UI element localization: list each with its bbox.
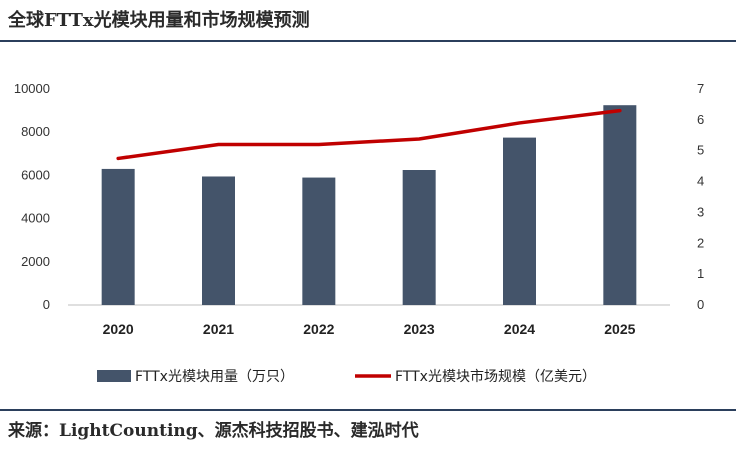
bottom-divider	[0, 409, 736, 411]
legend-swatch-bar	[97, 370, 131, 382]
line-point	[619, 110, 621, 112]
series-line	[116, 108, 622, 161]
bar	[202, 176, 235, 305]
y-right-tick-label: 7	[697, 81, 704, 96]
y-right-tick-label: 6	[697, 112, 704, 127]
x-tick-label: 2024	[504, 321, 535, 337]
top-divider	[0, 40, 736, 42]
line-point	[318, 144, 320, 146]
y-right-tick-label: 4	[697, 174, 704, 189]
y-left-tick-label: 8000	[21, 124, 50, 139]
y-left-tick-label: 10000	[14, 81, 50, 96]
line-point	[418, 138, 420, 140]
y-left-tick-label: 6000	[21, 167, 50, 182]
line-point	[117, 157, 119, 159]
y-right-tick-label: 5	[697, 143, 704, 158]
bar	[503, 137, 536, 305]
bar	[302, 177, 336, 305]
bar	[402, 170, 436, 305]
y-left-tick-label: 2000	[21, 254, 50, 269]
source-note: 来源：LightCounting、源杰科技招股书、建泓时代	[8, 421, 419, 441]
line-point	[519, 122, 520, 124]
x-tick-label: 2025	[604, 321, 635, 337]
chart-title: 全球FTTx光模块用量和市场规模预测	[8, 10, 310, 31]
x-tick-label: 2023	[404, 321, 435, 337]
bar	[603, 105, 637, 305]
y-left-tick-label: 0	[43, 297, 50, 312]
legend-label-line: FTTx光模块市场规模（亿美元）	[395, 368, 596, 385]
x-tick-label: 2020	[103, 321, 134, 337]
y-left-tick-label: 4000	[21, 211, 50, 226]
bar	[101, 168, 135, 305]
x-tick-label: 2021	[203, 321, 234, 337]
y-right-tick-label: 2	[697, 235, 704, 250]
y-right-tick-label: 0	[697, 297, 704, 312]
y-right-tick-label: 1	[697, 266, 704, 281]
x-tick-label: 2022	[303, 321, 334, 337]
y-right-tick-label: 3	[697, 204, 704, 219]
legend-label-bar: FTTx光模块用量（万只）	[135, 369, 294, 385]
line-point	[218, 144, 219, 146]
